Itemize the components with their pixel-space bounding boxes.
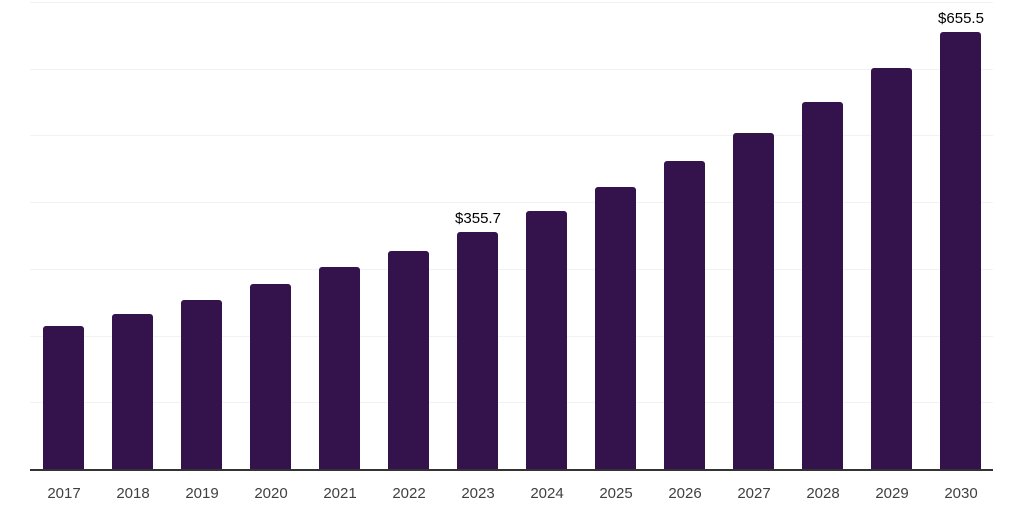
x-axis-line <box>30 469 993 471</box>
x-tick-label-2023: 2023 <box>461 485 495 502</box>
bar-2021 <box>319 267 360 469</box>
x-tick-label-2019: 2019 <box>185 485 219 502</box>
gridline-500 <box>30 135 993 136</box>
data-label-2030: $655.5 <box>938 10 984 27</box>
x-tick-label-2024: 2024 <box>530 485 564 502</box>
bar-2026 <box>664 161 705 469</box>
bar-2029 <box>871 68 912 469</box>
gridline-200 <box>30 336 993 337</box>
gridline-300 <box>30 269 993 270</box>
gridline-600 <box>30 69 993 70</box>
bar-2017 <box>43 326 84 469</box>
x-tick-label-2020: 2020 <box>254 485 288 502</box>
bar-2020 <box>250 284 291 469</box>
bar-2027 <box>733 133 774 469</box>
x-tick-label-2022: 2022 <box>392 485 426 502</box>
x-tick-label-2017: 2017 <box>47 485 81 502</box>
x-tick-label-2029: 2029 <box>875 485 909 502</box>
data-label-2023: $355.7 <box>455 210 501 227</box>
x-tick-label-2030: 2030 <box>944 485 978 502</box>
gridline-400 <box>30 202 993 203</box>
bar-2019 <box>181 300 222 469</box>
bar-2028 <box>802 102 843 469</box>
bar-2023 <box>457 232 498 469</box>
bar-2030 <box>940 32 981 469</box>
x-tick-label-2027: 2027 <box>737 485 771 502</box>
gridline-700 <box>30 2 993 3</box>
bar-2025 <box>595 187 636 469</box>
x-tick-label-2018: 2018 <box>116 485 150 502</box>
bar-2022 <box>388 251 429 469</box>
x-tick-label-2025: 2025 <box>599 485 633 502</box>
bar-2018 <box>112 314 153 469</box>
x-tick-label-2021: 2021 <box>323 485 357 502</box>
x-tick-label-2026: 2026 <box>668 485 702 502</box>
bar-2024 <box>526 211 567 469</box>
gridline-100 <box>30 402 993 403</box>
x-tick-label-2028: 2028 <box>806 485 840 502</box>
